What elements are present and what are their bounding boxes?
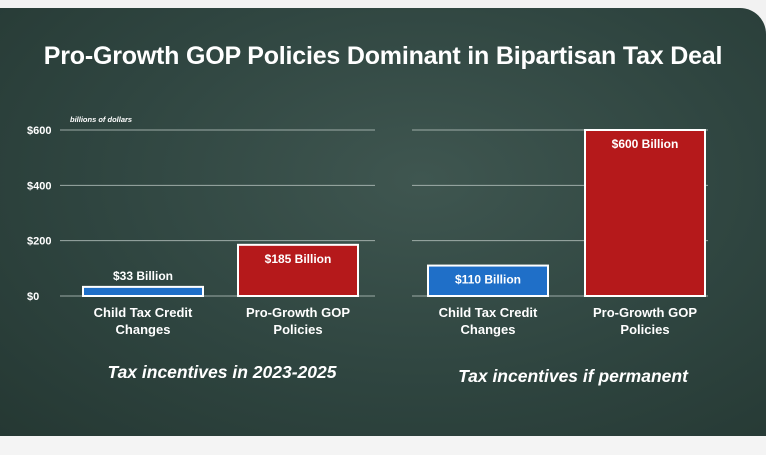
category-label: Child Tax Credit (94, 305, 193, 320)
y-tick-label: $400 (27, 180, 51, 192)
bar-gop-policies (237, 243, 359, 297)
category-label: Child Tax Credit (439, 305, 538, 320)
bar-charts: $0 $200 $400 $600 billions of dollars $33 Bil… (27, 115, 708, 386)
bottom-strip (0, 436, 766, 455)
y-tick-label: $0 (27, 291, 39, 303)
slide-title: Pro-Growth GOP Policies Dominant in Bipa… (43, 42, 723, 70)
data-label: $110 Billion (455, 273, 521, 287)
category-label: Changes (116, 322, 171, 337)
y-tick-label: $600 (27, 125, 51, 137)
bar-gop-policies (584, 129, 706, 297)
category-label: Policies (273, 322, 322, 337)
category-label: Pro-Growth GOP (593, 305, 697, 320)
data-label: $600 Billion (612, 137, 679, 151)
y-axis-unit-label: billions of dollars (70, 115, 132, 124)
y-tick-label: $200 (27, 236, 51, 248)
chart-caption: Tax incentives in 2023-2025 (108, 362, 337, 382)
category-label: Pro-Growth GOP (246, 305, 350, 320)
chart-caption: Tax incentives if permanent (458, 366, 689, 386)
bar-child-tax-credit (427, 264, 549, 298)
category-label: Changes (461, 322, 516, 337)
category-label: Policies (620, 322, 669, 337)
bar-child-tax-credit (82, 285, 204, 297)
data-label: $185 Billion (265, 252, 332, 266)
data-label: $33 Billion (113, 269, 173, 283)
